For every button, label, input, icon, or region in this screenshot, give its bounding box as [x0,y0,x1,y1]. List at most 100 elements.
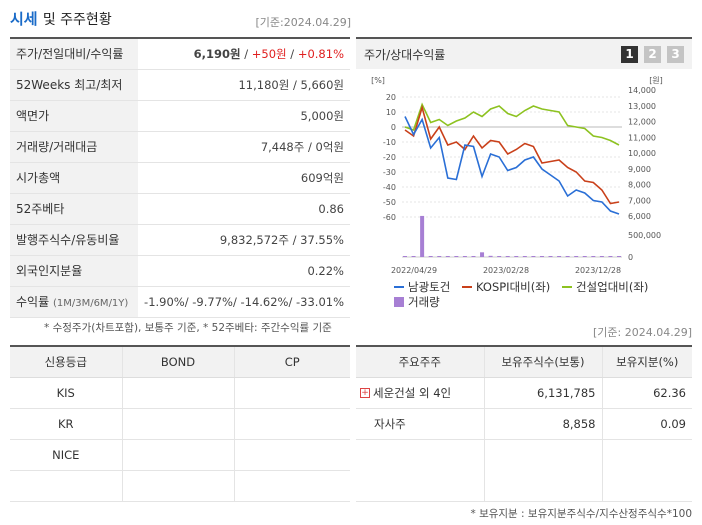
expand-icon[interactable]: + [360,388,370,398]
credit-header: BOND [121,346,234,378]
price: 6,190원 [193,46,241,61]
volume-bar [565,256,570,257]
table-row: KR [10,408,350,440]
right-tick-label: 6,000 [628,212,651,221]
credit-table: 신용등급 BOND CP KIS KR NICE [10,345,350,502]
volume-bar [420,215,425,257]
credit-header: 신용등급 [10,346,122,378]
legend-label: 건설업대비(좌) [575,279,649,294]
chart-legend: 남광토건 KOSPI대비(좌) 건설업대비(좌) 거래량 [394,277,694,311]
quote-label: 외국인지분율 [10,255,138,287]
legend-item: 거래량 [394,295,440,310]
quote-label: 시가총액 [10,162,138,194]
volume-bar [471,256,476,257]
volume-bar [411,256,416,257]
right-axis-unit: [원] [649,76,663,85]
quote-table: 주가/전일대비/수익률 6,190원 / +50원 / +0.81% 52Wee… [10,37,350,318]
chart-panel: 주가/상대수익률 1 2 3 [%] [원] 20 10 0 -10 -20 -30 -40 -5… [356,37,692,314]
price-note: * 수정주가(차트포함), 보통주 기준, * 52주베타: 주간수익률 기준 [44,322,332,334]
chart-title: 주가/상대수익률 [364,47,446,62]
right-tick-label: 13,000 [628,102,656,111]
section-title: 시세 및 주주현황 [10,8,112,29]
quote-value: 0.22% [138,255,350,287]
volume-bar [608,256,613,257]
right-tick-label: 10,000 [628,149,656,158]
rate: +0.81% [297,46,344,61]
quote-row: 수익률 (1M/3M/6M/1Y) -1.90%/ -9.77%/ -14.62… [10,286,350,318]
series-line [404,102,620,146]
credit-agency [10,470,122,502]
holders-base-date: [기준: 2024.04.29] [592,326,692,339]
left-tick-label: 0 [391,123,396,132]
volume-bar [548,256,553,257]
chart-page-2-button[interactable]: 2 [644,45,661,63]
change: +50원 [251,46,287,61]
volume-bar [480,252,485,257]
right-tick-label: 8,000 [628,181,651,190]
sep: / [240,46,252,61]
legend-label: 거래량 [408,294,440,309]
volume-bar [557,256,562,257]
cp-grade [233,470,350,502]
holders-header: 보유주식수(보통) [483,346,602,378]
holder-pct [601,439,692,502]
chart-pager: 1 2 3 [621,45,684,63]
legend-item: 남광토건 [394,280,450,295]
volume-tick-label: 0 [628,253,633,262]
quote-label: 주가/전일대비/수익률 [10,38,138,70]
right-tick-label: 12,000 [628,118,656,127]
price-chart: [%] [원] 20 10 0 -10 -20 -30 -40 -50 -60 14,000 13,00… [371,76,663,275]
quote-value: 0.86 [138,193,350,225]
table-row: KIS [10,377,350,409]
left-tick-label: 20 [386,93,396,102]
volume-bar [488,255,493,257]
quote-value: 11,180원 / 5,660원 [138,69,350,101]
title-main: 시세 [10,10,38,28]
x-tick-label: 2023/12/28 [575,266,621,275]
holder-label: 세운건설 외 4인 [373,385,452,400]
volume-bar [522,256,527,257]
volume-bar [445,256,450,257]
quote-row: 발행주식수/유동비율 9,832,572주 / 37.55% [10,224,350,256]
chart-page-3-button[interactable]: 3 [667,45,684,63]
quote-row: 외국인지분율 0.22% [10,255,350,287]
holders-table: 주요주주 보유주식수(보통) 보유지분(%) + 세운건설 외 4인 6,131,… [356,345,692,502]
legend-swatch [394,286,404,288]
table-row [10,470,350,502]
left-tick-label: -40 [383,183,396,192]
legend-swatch [461,286,472,288]
left-tick-label: 10 [386,108,396,117]
holders-header-row: 주요주주 보유주식수(보통) 보유지분(%) [356,346,692,378]
chart-page-1-button[interactable]: 1 [621,45,638,63]
holders-header: 주요주주 [356,346,484,378]
credit-agency: KR [10,408,122,440]
table-row: + 세운건설 외 4인 6,131,785 62.36 [356,377,692,409]
legend-label: KOSPI대비(좌) [475,279,551,294]
volume-bar [454,256,459,257]
volume-bar [514,256,519,257]
legend-swatch [394,297,404,307]
holder-pct: 62.36 [601,377,692,409]
volume-bar [437,256,442,257]
volume-bar [582,256,587,257]
left-tick-label: -30 [383,168,396,177]
quote-value: 7,448주 / 0억원 [138,131,350,163]
quote-value: 9,832,572주 / 37.55% [138,224,350,256]
left-axis-unit: [%] [371,76,385,85]
base-date: [기준:2024.04.29] [255,16,351,29]
legend-item: KOSPI대비(좌) [461,279,551,295]
quote-label: 거래량/거래대금 [10,131,138,163]
holders-note: * 보유지분 : 보유지분주식수/지수산정주식수*100 [470,508,692,520]
x-tick-label: 2022/04/29 [391,266,437,275]
holder-shares: 6,131,785 [483,377,602,409]
credit-agency: NICE [10,439,122,471]
quote-value: 5,000원 [138,100,350,132]
quote-row: 52Weeks 최고/최저 11,180원 / 5,660원 [10,69,350,101]
volume-bar [539,256,544,257]
volume-bar [617,256,621,257]
volume-tick-label: 500,000 [628,231,661,240]
quote-row: 주가/전일대비/수익률 6,190원 / +50원 / +0.81% [10,38,350,70]
quote-label: 액면가 [10,100,138,132]
left-tick-label: -10 [383,138,396,147]
x-tick-label: 2023/02/28 [483,266,529,275]
